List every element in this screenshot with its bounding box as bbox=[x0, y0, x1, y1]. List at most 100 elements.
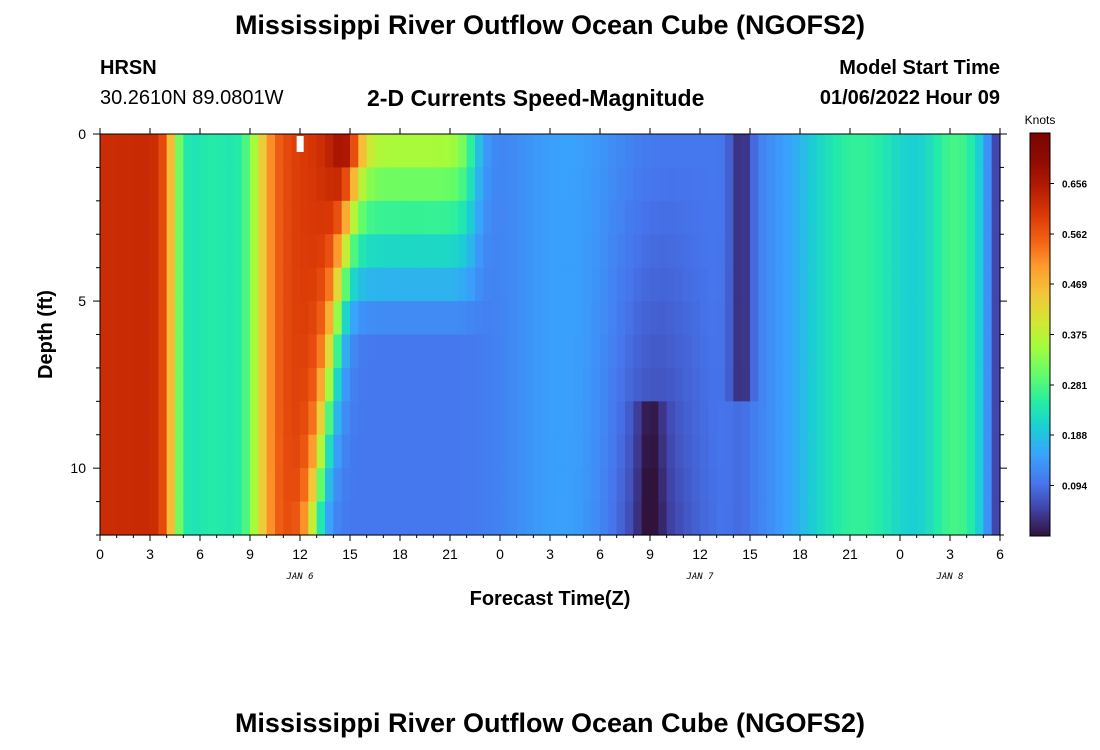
heatmap-cell bbox=[800, 200, 809, 235]
heatmap-cell bbox=[466, 234, 476, 269]
heatmap-cell bbox=[200, 167, 209, 202]
heatmap-cell bbox=[408, 301, 418, 336]
heatmap-cell bbox=[800, 367, 809, 402]
heatmap-cell bbox=[500, 434, 509, 469]
heatmap-cell bbox=[891, 501, 901, 536]
heatmap-cell bbox=[575, 468, 584, 503]
heatmap-cell bbox=[775, 434, 784, 469]
heatmap-cell bbox=[558, 501, 568, 536]
heatmap-cell bbox=[716, 434, 726, 469]
heatmap-cell bbox=[383, 200, 393, 235]
heatmap-cell bbox=[391, 134, 401, 169]
heatmap-cell bbox=[658, 501, 668, 536]
heatmap-cell bbox=[658, 401, 668, 436]
heatmap-cell bbox=[716, 401, 726, 436]
heatmap-cell bbox=[175, 267, 184, 302]
heatmap-cell bbox=[625, 267, 634, 302]
heatmap-cell bbox=[866, 401, 876, 436]
heatmap-cell bbox=[483, 468, 493, 503]
heatmap-cell bbox=[591, 401, 601, 436]
heatmap-cell bbox=[325, 434, 334, 469]
heatmap-cell bbox=[891, 134, 901, 169]
heatmap-cell bbox=[600, 468, 609, 503]
heatmap-cell bbox=[250, 134, 259, 169]
heatmap-cell bbox=[875, 267, 884, 302]
heatmap-cell bbox=[350, 367, 359, 402]
heatmap-cell bbox=[691, 234, 701, 269]
heatmap-cell bbox=[308, 301, 318, 336]
heatmap-cell bbox=[166, 301, 176, 336]
heatmap-cell bbox=[808, 301, 818, 336]
heatmap-cell bbox=[816, 501, 826, 536]
heatmap-cell bbox=[825, 367, 834, 402]
heatmap-cell bbox=[358, 134, 368, 169]
heatmap-cell bbox=[925, 334, 934, 369]
heatmap-cell bbox=[758, 301, 768, 336]
heatmap-cell bbox=[700, 434, 709, 469]
heatmap-cell bbox=[500, 468, 509, 503]
heatmap-cell bbox=[650, 367, 659, 402]
heatmap-cell bbox=[133, 468, 143, 503]
heatmap-cell bbox=[558, 401, 568, 436]
heatmap-cell bbox=[533, 167, 543, 202]
x-tick-label: 15 bbox=[342, 546, 358, 562]
heatmap-cell bbox=[383, 301, 393, 336]
heatmap-cell bbox=[566, 367, 576, 402]
heatmap-cell bbox=[791, 434, 801, 469]
heatmap-cell bbox=[191, 267, 201, 302]
heatmap-cell bbox=[525, 301, 534, 336]
heatmap-cell bbox=[400, 501, 409, 536]
heatmap-cell bbox=[983, 334, 993, 369]
heatmap-cell bbox=[241, 367, 251, 402]
heatmap-cell bbox=[625, 501, 634, 536]
heatmap-cell bbox=[150, 501, 159, 536]
heatmap-cell bbox=[900, 267, 909, 302]
heatmap-cell bbox=[900, 167, 909, 202]
heatmap-cell bbox=[725, 434, 734, 469]
heatmap-cell bbox=[925, 267, 934, 302]
heatmap-cell bbox=[325, 334, 334, 369]
heatmap-cell bbox=[458, 167, 468, 202]
heatmap-cell bbox=[516, 234, 526, 269]
heatmap-cell bbox=[366, 200, 376, 235]
heatmap-cell bbox=[325, 267, 334, 302]
heatmap-cell bbox=[975, 434, 984, 469]
heatmap-cell bbox=[825, 401, 834, 436]
heatmap-cell bbox=[308, 134, 318, 169]
heatmap-cell bbox=[108, 301, 118, 336]
heatmap-cell bbox=[950, 401, 959, 436]
heatmap-cell bbox=[958, 334, 968, 369]
heatmap-cell bbox=[866, 468, 876, 503]
heatmap-cell bbox=[666, 234, 676, 269]
heatmap-cell bbox=[975, 134, 984, 169]
heatmap-cell bbox=[375, 167, 384, 202]
heatmap-cell bbox=[658, 434, 668, 469]
heatmap-cell bbox=[916, 468, 926, 503]
heatmap-cell bbox=[350, 134, 359, 169]
heatmap-cell bbox=[800, 267, 809, 302]
heatmap-cell bbox=[550, 134, 559, 169]
heatmap-cell bbox=[125, 334, 134, 369]
heatmap-cell bbox=[175, 501, 184, 536]
heatmap-cell bbox=[116, 167, 126, 202]
heatmap-cell bbox=[791, 234, 801, 269]
heatmap-cell bbox=[350, 301, 359, 336]
heatmap-cell bbox=[766, 401, 776, 436]
heatmap-cell bbox=[175, 134, 184, 169]
heatmap-cell bbox=[966, 234, 976, 269]
heatmap-cell bbox=[350, 167, 359, 202]
y-tick-label: 10 bbox=[70, 460, 86, 476]
heatmap-cell bbox=[491, 301, 501, 336]
heatmap-cell bbox=[866, 301, 876, 336]
heatmap-cell bbox=[558, 200, 568, 235]
heatmap-cell bbox=[466, 301, 476, 336]
station-coordinates: 30.2610N 89.0801W bbox=[100, 87, 284, 109]
heatmap-cell bbox=[791, 501, 801, 536]
heatmap-cell bbox=[341, 334, 351, 369]
heatmap-cell bbox=[883, 134, 893, 169]
heatmap-cell bbox=[400, 334, 409, 369]
heatmap-cell bbox=[508, 434, 518, 469]
heatmap-cell bbox=[316, 334, 326, 369]
heatmap-cell bbox=[516, 167, 526, 202]
heatmap-cell bbox=[808, 167, 818, 202]
